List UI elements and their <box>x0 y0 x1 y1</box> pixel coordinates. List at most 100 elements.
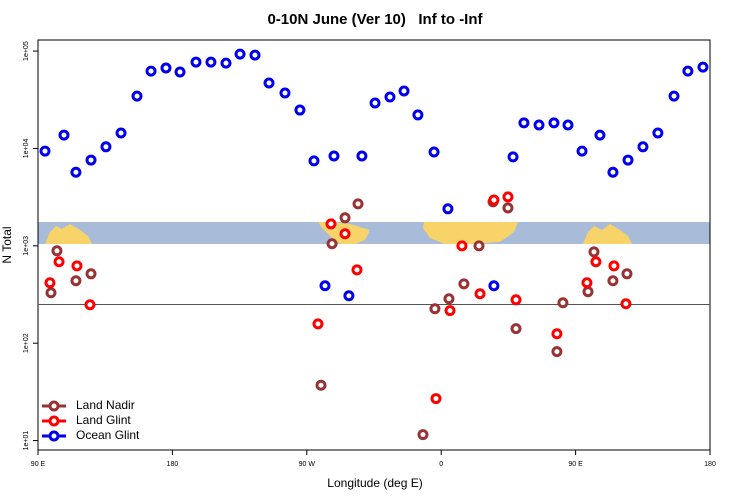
data-point <box>44 277 56 289</box>
data-point <box>312 318 324 330</box>
data-point <box>473 240 485 252</box>
data-point <box>588 246 600 258</box>
x-tick-label: 180 <box>704 461 716 468</box>
data-point <box>668 90 680 102</box>
data-point <box>100 141 112 153</box>
y-tick-label: 1e+04 <box>23 139 30 159</box>
data-point <box>488 280 500 292</box>
data-point <box>145 65 157 77</box>
data-point <box>557 297 569 309</box>
data-point <box>510 294 522 306</box>
data-point <box>70 166 82 178</box>
data-point <box>174 66 186 78</box>
x-tick-label: 90 E <box>568 461 583 468</box>
data-point <box>84 299 96 311</box>
data-point <box>551 346 563 358</box>
data-point <box>429 303 441 315</box>
data-point <box>53 256 65 268</box>
data-point <box>85 268 97 280</box>
data-point <box>458 278 470 290</box>
data-point <box>412 109 424 121</box>
data-point <box>594 129 606 141</box>
land-shape <box>45 224 92 244</box>
data-point <box>351 264 363 276</box>
y-tick-label: 1e+01 <box>23 431 30 451</box>
data-point <box>249 49 261 61</box>
data-point <box>620 298 632 310</box>
x-axis-title: Longitude (deg E) <box>327 476 422 490</box>
data-point <box>607 275 619 287</box>
data-point <box>456 240 468 252</box>
data-point <box>488 194 500 206</box>
data-point <box>502 202 514 214</box>
data-point <box>562 119 574 131</box>
chart-title: 0-10N June (Ver 10) Inf to -Inf <box>267 11 483 28</box>
legend-marker <box>48 415 60 427</box>
x-tick-label: 180 <box>167 461 179 468</box>
legend-label: Ocean Glint <box>76 428 140 442</box>
data-point <box>533 119 545 131</box>
map-band <box>38 222 710 244</box>
data-point <box>444 305 456 317</box>
data-point <box>582 286 594 298</box>
y-tick-label: 1e+05 <box>23 41 30 61</box>
data-point <box>398 85 410 97</box>
data-point <box>502 191 514 203</box>
land-shape <box>583 224 632 244</box>
data-point <box>39 145 51 157</box>
data-point <box>58 129 70 141</box>
data-point <box>279 87 291 99</box>
data-point <box>234 48 246 60</box>
data-point <box>417 429 429 441</box>
data-point <box>551 328 563 340</box>
data-point <box>220 57 232 69</box>
data-point <box>131 90 143 102</box>
data-point <box>315 379 327 391</box>
data-point <box>325 218 337 230</box>
data-point <box>352 198 364 210</box>
data-point <box>308 155 320 167</box>
data-point <box>548 117 560 129</box>
data-point <box>652 127 664 139</box>
y-tick-label: 1e+03 <box>23 236 30 256</box>
data-point <box>510 323 522 335</box>
data-point <box>45 287 57 299</box>
data-point <box>442 203 454 215</box>
data-point <box>428 146 440 158</box>
y-axis-title: N Total <box>0 226 14 263</box>
data-point <box>607 166 619 178</box>
data-point <box>621 268 633 280</box>
plot-frame <box>37 39 711 451</box>
legend-marker <box>48 430 60 442</box>
y-tick-label: 1e+02 <box>23 333 30 353</box>
land-shape <box>423 222 518 244</box>
data-point <box>474 288 486 300</box>
data-point <box>356 150 368 162</box>
data-point <box>319 280 331 292</box>
legend-label: Land Glint <box>76 413 131 427</box>
data-point <box>622 154 634 166</box>
data-point <box>328 150 340 162</box>
data-point <box>115 127 127 139</box>
data-point <box>339 212 351 224</box>
data-point <box>294 104 306 116</box>
data-point <box>205 56 217 68</box>
x-tick-label: 90 E <box>31 461 46 468</box>
data-point <box>443 293 455 305</box>
data-point <box>384 91 396 103</box>
data-point <box>590 256 602 268</box>
data-point <box>697 61 709 73</box>
data-point <box>70 275 82 287</box>
data-point <box>430 393 442 405</box>
data-point <box>71 260 83 272</box>
data-point <box>51 245 63 257</box>
data-point <box>326 238 338 250</box>
data-point <box>608 260 620 272</box>
data-point <box>339 228 351 240</box>
x-tick-label: 0 <box>439 461 443 468</box>
data-point <box>637 141 649 153</box>
ocean-band <box>38 222 710 244</box>
data-point <box>576 145 588 157</box>
